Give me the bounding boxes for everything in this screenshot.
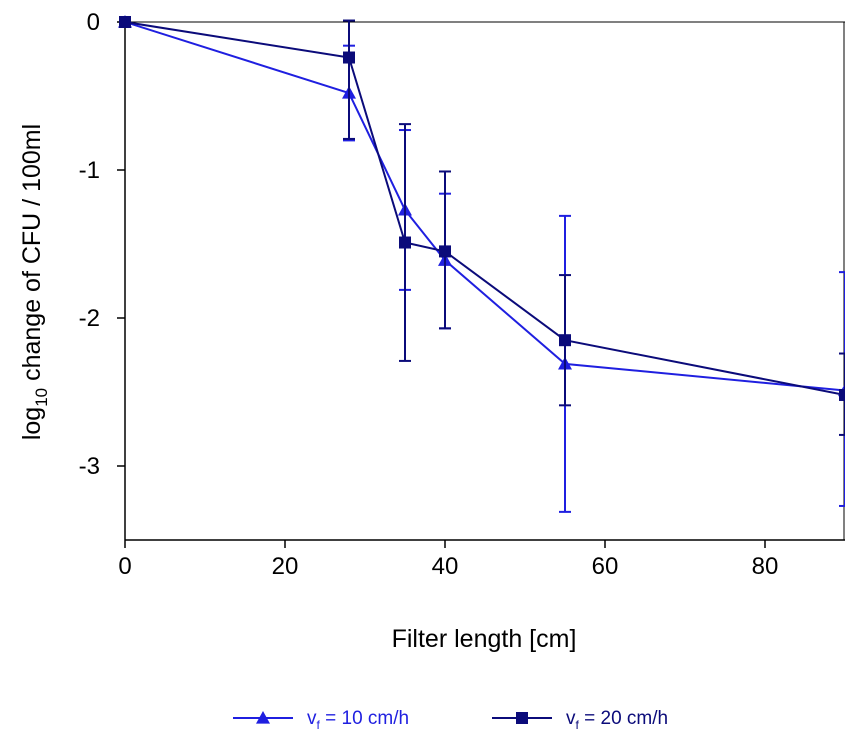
y-axis-label: log10 change of CFU / 100ml — [18, 124, 51, 440]
y-tick-label: -3 — [79, 453, 100, 480]
legend-marker — [516, 712, 528, 724]
x-tick-label: 60 — [592, 553, 619, 580]
series-line — [124, 21, 845, 396]
x-axis-label: Filter length [cm] — [392, 625, 577, 653]
y-axis-label-main: log — [18, 407, 46, 440]
legend: vf = 10 cm/h vf = 20 cm/h — [233, 708, 668, 729]
data-point — [559, 334, 571, 347]
legend-item-1: vf = 10 cm/h — [233, 708, 409, 729]
data-point — [119, 16, 131, 28]
y-axis-label-rest: change of CFU / 100ml — [18, 124, 46, 388]
y-tick-label: -1 — [79, 157, 100, 184]
data-point — [439, 245, 451, 258]
data-point — [399, 236, 411, 249]
series-line — [124, 21, 845, 392]
series-1 — [118, 15, 845, 513]
x-tick-label: 40 — [432, 553, 459, 580]
axis-ticks: 0 20 40 60 80 0 -1 -2 -3 — [79, 9, 779, 580]
y-tick-label: 0 — [87, 9, 100, 36]
x-tick-label: 80 — [752, 553, 779, 580]
data-point — [343, 51, 355, 64]
legend-label: vf = 20 cm/h — [566, 708, 668, 729]
series-2 — [119, 16, 845, 436]
data-point — [839, 388, 845, 401]
y-tick-label: -2 — [79, 305, 100, 332]
legend-item-2: vf = 20 cm/h — [492, 708, 668, 729]
x-tick-label: 20 — [272, 553, 299, 580]
legend-label: vf = 10 cm/h — [307, 708, 409, 729]
y-axis-label-sub: 10 — [32, 388, 51, 407]
x-tick-label: 0 — [118, 553, 131, 580]
legend-marker — [256, 711, 270, 724]
series-layer — [118, 15, 845, 513]
